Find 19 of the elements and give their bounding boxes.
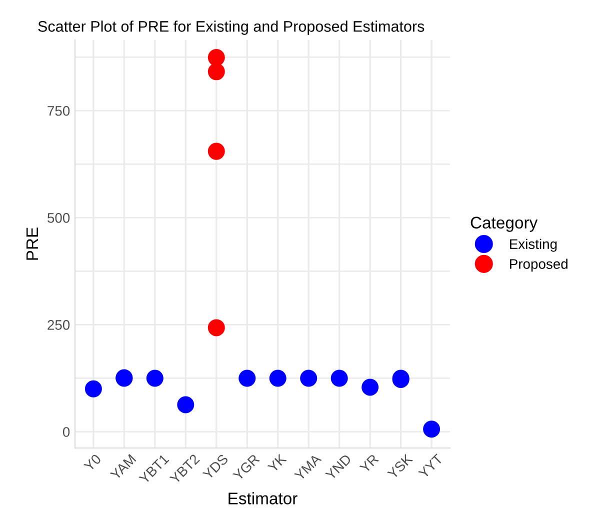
y-tick-label: 0 xyxy=(62,427,70,437)
x-axis-title: Estimator xyxy=(228,492,298,504)
x-tick-label: YK xyxy=(267,453,287,473)
x-tick-label: YDS xyxy=(202,454,229,480)
x-tick-label: YND xyxy=(324,454,352,480)
x-tick-label: YYT xyxy=(418,453,444,479)
y-axis-title: PRE xyxy=(26,228,38,260)
x-tick-label: YMA xyxy=(294,453,322,482)
x-tick-label: YR xyxy=(359,454,379,474)
chart-title: Scatter Plot of PRE for Existing and Proposed Estimators xyxy=(38,20,424,35)
y-tick-label: 500 xyxy=(48,213,70,223)
x-tick-label: Y0 xyxy=(83,454,102,472)
y-tick-label: 250 xyxy=(48,320,70,330)
legend-label: Proposed xyxy=(510,258,568,272)
x-tick-label: YGR xyxy=(232,454,260,482)
legend-label: Existing xyxy=(510,238,557,252)
y-tick-label: 750 xyxy=(48,106,70,116)
x-tick-label: YSK xyxy=(386,453,414,480)
legend-title: Category xyxy=(470,216,538,232)
